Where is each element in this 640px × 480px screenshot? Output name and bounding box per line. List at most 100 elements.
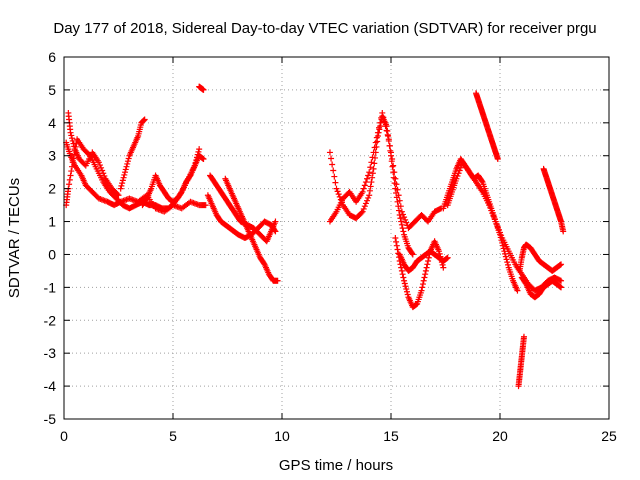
data-point bbox=[487, 204, 494, 211]
data-point bbox=[98, 164, 105, 171]
grid-lines bbox=[64, 57, 609, 419]
data-point bbox=[420, 277, 427, 284]
data-point bbox=[122, 169, 129, 176]
data-point bbox=[202, 202, 209, 209]
data-point bbox=[498, 232, 505, 239]
axis-ticks: 0 5 10 15 20 25 -5 -4 -3 -2 -1 0 1 2 3 4 5 6 bbox=[44, 49, 617, 444]
data-point bbox=[397, 203, 404, 210]
data-point bbox=[392, 235, 399, 241]
data-point bbox=[490, 213, 497, 220]
data-point bbox=[370, 149, 377, 156]
data-point bbox=[390, 174, 397, 181]
data-point bbox=[453, 175, 460, 182]
x-tick-label: 0 bbox=[60, 428, 68, 444]
data-point bbox=[360, 205, 367, 212]
data-point bbox=[274, 277, 281, 284]
y-tick-label: 0 bbox=[48, 246, 56, 262]
data-point bbox=[200, 86, 207, 93]
data-point bbox=[444, 254, 451, 261]
data-point bbox=[118, 182, 125, 189]
series-drop-21h bbox=[515, 333, 527, 390]
data-point bbox=[141, 116, 148, 123]
data-point bbox=[115, 192, 122, 199]
data-point bbox=[69, 137, 76, 144]
data-point bbox=[361, 203, 368, 210]
data-point bbox=[365, 172, 372, 179]
data-point bbox=[360, 185, 367, 192]
data-point bbox=[364, 197, 371, 204]
series-evening-e bbox=[518, 274, 565, 301]
data-point bbox=[331, 173, 338, 180]
data-point bbox=[125, 155, 132, 162]
data-point bbox=[333, 185, 340, 192]
series-afternoon-a bbox=[326, 113, 416, 258]
data-point bbox=[424, 261, 431, 268]
data-point bbox=[101, 173, 108, 180]
data-point bbox=[117, 185, 124, 192]
series-evening-c bbox=[473, 90, 501, 163]
data-point bbox=[418, 287, 425, 294]
data-point bbox=[373, 134, 380, 141]
y-tick-label: 4 bbox=[48, 115, 56, 131]
data-point bbox=[497, 229, 503, 236]
data-point bbox=[409, 251, 416, 258]
data-point bbox=[491, 215, 498, 222]
data-point bbox=[68, 163, 75, 170]
data-point bbox=[558, 277, 565, 284]
data-point bbox=[398, 267, 405, 274]
data-point bbox=[425, 258, 432, 265]
y-tick-label: -3 bbox=[44, 345, 57, 361]
x-tick-label: 15 bbox=[383, 428, 399, 444]
data-point bbox=[422, 271, 429, 278]
data-point bbox=[124, 158, 131, 165]
data-point bbox=[326, 149, 333, 156]
data-point bbox=[68, 132, 75, 139]
y-tick-label: 1 bbox=[48, 214, 56, 230]
data-point bbox=[123, 163, 130, 170]
data-point bbox=[486, 202, 493, 209]
data-point bbox=[330, 167, 337, 174]
data-point bbox=[366, 169, 373, 176]
data-point bbox=[399, 211, 406, 218]
series-evening-a bbox=[440, 156, 521, 294]
data-point bbox=[396, 197, 403, 204]
data-point bbox=[196, 146, 203, 153]
data-point bbox=[367, 183, 374, 190]
data-point bbox=[368, 159, 375, 166]
data-point bbox=[455, 170, 462, 177]
data-point bbox=[335, 191, 342, 198]
data-point bbox=[401, 280, 408, 287]
y-tick-label: -1 bbox=[44, 279, 57, 295]
data-point bbox=[386, 142, 393, 149]
data-point bbox=[502, 253, 509, 260]
data-point bbox=[558, 284, 565, 291]
data-point bbox=[368, 179, 375, 186]
x-tick-label: 10 bbox=[274, 428, 290, 444]
plot-frame bbox=[63, 56, 610, 420]
data-point bbox=[377, 119, 384, 126]
data-point bbox=[124, 160, 131, 167]
data-point bbox=[388, 149, 394, 156]
series-late-morning-b bbox=[207, 172, 279, 245]
data-point bbox=[122, 166, 129, 173]
data-point bbox=[369, 154, 376, 161]
data-point bbox=[404, 291, 411, 298]
data-point bbox=[495, 226, 502, 233]
data-point bbox=[369, 170, 376, 177]
series-early-trace-e bbox=[139, 152, 207, 209]
data-point bbox=[99, 167, 106, 174]
data-points bbox=[63, 83, 567, 390]
data-point bbox=[393, 181, 400, 188]
data-point bbox=[457, 164, 464, 171]
series-afternoon-d bbox=[396, 248, 451, 274]
data-point bbox=[95, 159, 102, 166]
data-point bbox=[493, 221, 500, 228]
data-point bbox=[403, 286, 410, 293]
data-point bbox=[403, 219, 410, 226]
y-tick-label: -5 bbox=[44, 411, 57, 427]
data-point bbox=[393, 238, 400, 245]
data-point bbox=[332, 179, 339, 186]
data-point bbox=[334, 188, 341, 195]
data-point bbox=[68, 168, 75, 175]
data-point bbox=[488, 207, 495, 214]
